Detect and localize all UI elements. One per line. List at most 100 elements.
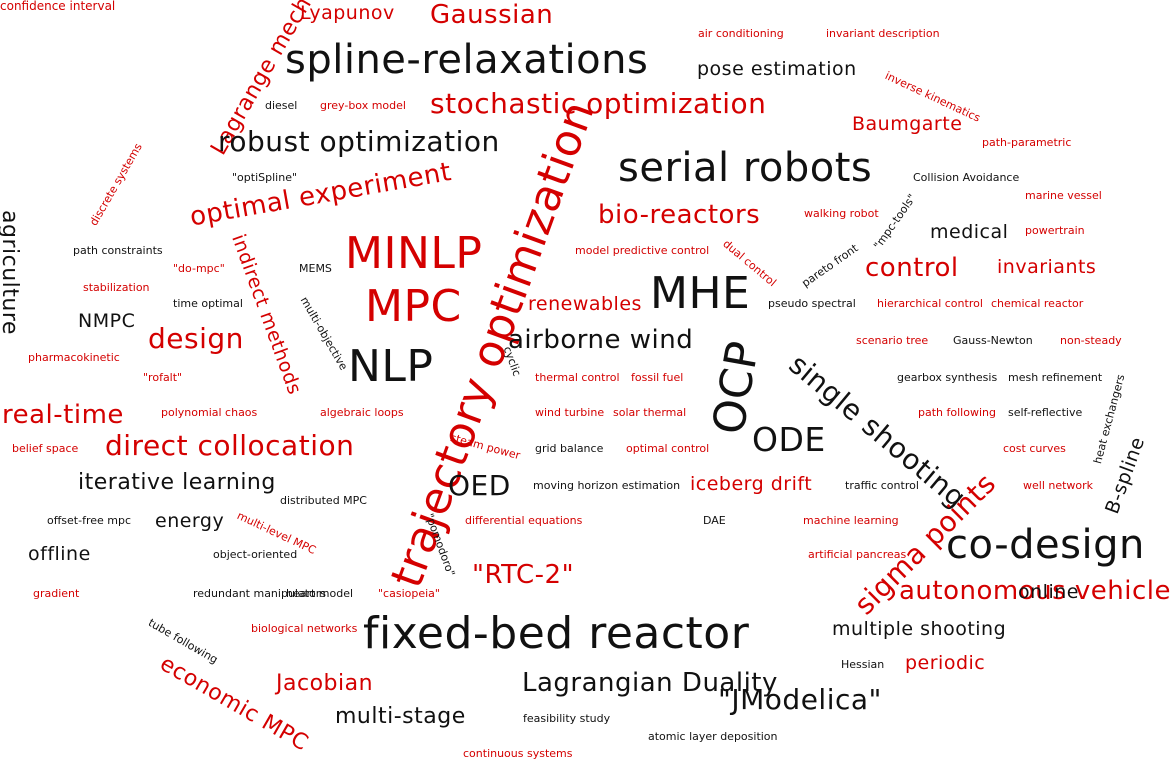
word-ode: ODE bbox=[752, 420, 826, 459]
word-walking-robot: walking robot bbox=[804, 207, 879, 220]
word-do-mpc: "do-mpc" bbox=[173, 262, 225, 275]
word-moving-horizon-estimation: moving horizon estimation bbox=[533, 479, 681, 492]
word-pose-estimation: pose estimation bbox=[697, 58, 857, 80]
word-scenario-tree: scenario tree bbox=[856, 334, 929, 347]
word-robust-optimization: robust optimization bbox=[218, 125, 500, 158]
word-powertrain: powertrain bbox=[1025, 224, 1085, 237]
word-gearbox-synthesis: gearbox synthesis bbox=[897, 371, 998, 384]
word-iceberg-drift: iceberg drift bbox=[690, 473, 813, 495]
word-traffic-control: traffic control bbox=[845, 479, 919, 492]
word-renewables: renewables bbox=[528, 293, 642, 315]
word-minlp: MINLP bbox=[345, 228, 483, 279]
word-optimal-experiment: optimal experiment bbox=[187, 157, 454, 233]
word-distributed-mpc: distributed MPC bbox=[280, 494, 367, 507]
word-real-time: real-time bbox=[2, 400, 124, 430]
word-grey-box-model: grey-box model bbox=[320, 99, 406, 112]
word-direct-collocation: direct collocation bbox=[105, 429, 355, 462]
word-confidence-interval: confidence interval bbox=[0, 0, 116, 13]
word-b-spline: B-spline bbox=[1101, 434, 1150, 517]
word-collision-avoidance: Collision Avoidance bbox=[913, 171, 1020, 184]
word-mhe: MHE bbox=[650, 268, 751, 319]
word-mpc-tools: "mpc-tools" bbox=[871, 191, 919, 252]
word-fossil-fuel: fossil fuel bbox=[631, 371, 684, 384]
word-feasibility-study: feasibility study bbox=[523, 712, 611, 725]
word-differential-equations: differential equations bbox=[465, 514, 583, 527]
word-gauss-newton: Gauss-Newton bbox=[953, 334, 1033, 347]
word-solar-thermal: solar thermal bbox=[613, 406, 687, 419]
word-air-conditioning: air conditioning bbox=[698, 27, 784, 40]
word-indirect-methods: indirect methods bbox=[227, 231, 306, 398]
word-heart-model: heart model bbox=[286, 587, 354, 600]
word-iterative-learning: iterative learning bbox=[78, 470, 276, 495]
word-spline-relaxations: spline-relaxations bbox=[285, 37, 649, 83]
word-algebraic-loops: algebraic loops bbox=[320, 406, 404, 419]
word-non-steady: non-steady bbox=[1060, 334, 1122, 347]
word-model-predictive-control: model predictive control bbox=[575, 244, 710, 257]
word-online: online bbox=[1018, 581, 1079, 603]
word-multi-objective: multi-objective bbox=[297, 294, 351, 373]
word-autonomous-vehicles: autonomous vehicles bbox=[899, 576, 1170, 606]
word-pareto-front: pareto front bbox=[799, 241, 861, 290]
word-self-reflective: self-reflective bbox=[1008, 406, 1083, 419]
word-jacobian: Jacobian bbox=[276, 671, 374, 696]
word-discrete-systems: discrete systems bbox=[87, 141, 145, 228]
word-nlp: NLP bbox=[348, 341, 434, 392]
word-artificial-pancreas: artificial pancreas bbox=[808, 548, 907, 561]
word-invariant-description: invariant description bbox=[826, 27, 940, 40]
word-time-optimal: time optimal bbox=[173, 297, 243, 310]
word-pseudo-spectral: pseudo spectral bbox=[768, 297, 856, 310]
word-rofalt: "rofalt" bbox=[143, 371, 183, 384]
word-redundant-manipulators: redundant manipulators bbox=[193, 587, 327, 600]
word-design: design bbox=[148, 322, 244, 355]
word-casiopeia: "casiopeia" bbox=[378, 587, 440, 600]
word-machine-learning: machine learning bbox=[803, 514, 899, 527]
word-baumgarte: Baumgarte bbox=[852, 113, 963, 135]
word-lagrangian-duality: Lagrangian Duality bbox=[522, 668, 778, 698]
word-periodic: periodic bbox=[905, 652, 986, 674]
word-hessian: Hessian bbox=[841, 658, 885, 671]
word-mesh-refinement: mesh refinement bbox=[1008, 371, 1103, 384]
word-hierarchical-control: hierarchical control bbox=[877, 297, 983, 310]
word-cost-curves: cost curves bbox=[1003, 442, 1066, 455]
word-serial-robots: serial robots bbox=[618, 145, 873, 191]
word-wind-turbine: wind turbine bbox=[535, 406, 605, 419]
word-stabilization: stabilization bbox=[83, 281, 150, 294]
word-polynomial-chaos: polynomial chaos bbox=[161, 406, 258, 419]
word-object-oriented: object-oriented bbox=[213, 548, 298, 561]
word-energy: energy bbox=[155, 510, 225, 532]
word-well-network: well network bbox=[1023, 479, 1094, 492]
word-marine-vessel: marine vessel bbox=[1025, 189, 1102, 202]
word-control: control bbox=[865, 253, 959, 283]
word-path-constraints: path constraints bbox=[73, 244, 163, 257]
word-invariants: invariants bbox=[997, 256, 1097, 278]
word-bio-reactors: bio-reactors bbox=[598, 200, 761, 230]
word-dae: DAE bbox=[703, 514, 726, 527]
word-co-design: co-design bbox=[946, 522, 1145, 568]
word-gradient: gradient bbox=[33, 587, 80, 600]
word-path-following: path following bbox=[918, 406, 996, 419]
word-stochastic-optimization: stochastic optimization bbox=[430, 87, 767, 120]
word-airborne-wind: airborne wind bbox=[508, 325, 694, 355]
word-medical: medical bbox=[930, 221, 1009, 243]
word-grid-balance: grid balance bbox=[535, 442, 604, 455]
word-path-parametric: path-parametric bbox=[982, 136, 1072, 149]
word-tube-following: tube following bbox=[146, 616, 221, 667]
word-thermal-control: thermal control bbox=[535, 371, 620, 384]
word-oed: OED bbox=[448, 469, 511, 502]
word-jmodelica: "JModelica" bbox=[718, 683, 882, 716]
word-lyapunov: Lyapunov bbox=[300, 2, 395, 24]
word-diesel: diesel bbox=[265, 99, 298, 112]
word-pharmacokinetic: pharmacokinetic bbox=[28, 351, 120, 364]
word-mpc: MPC bbox=[365, 281, 462, 332]
word-mems: MEMS bbox=[299, 262, 332, 275]
word-economic-mpc: economic MPC bbox=[155, 651, 313, 757]
word-agriculture: agriculture bbox=[0, 210, 22, 335]
word-fixed-bed-reactor: fixed-bed reactor bbox=[363, 608, 750, 659]
word-multi-stage: multi-stage bbox=[335, 704, 466, 729]
word-offset-free-mpc: offset-free mpc bbox=[47, 514, 132, 527]
word-biological-networks: biological networks bbox=[251, 622, 358, 635]
word-rtc-2: "RTC-2" bbox=[472, 560, 575, 590]
word-nmpc: NMPC bbox=[78, 310, 136, 332]
word-optispline: "optiSpline" bbox=[232, 171, 298, 184]
